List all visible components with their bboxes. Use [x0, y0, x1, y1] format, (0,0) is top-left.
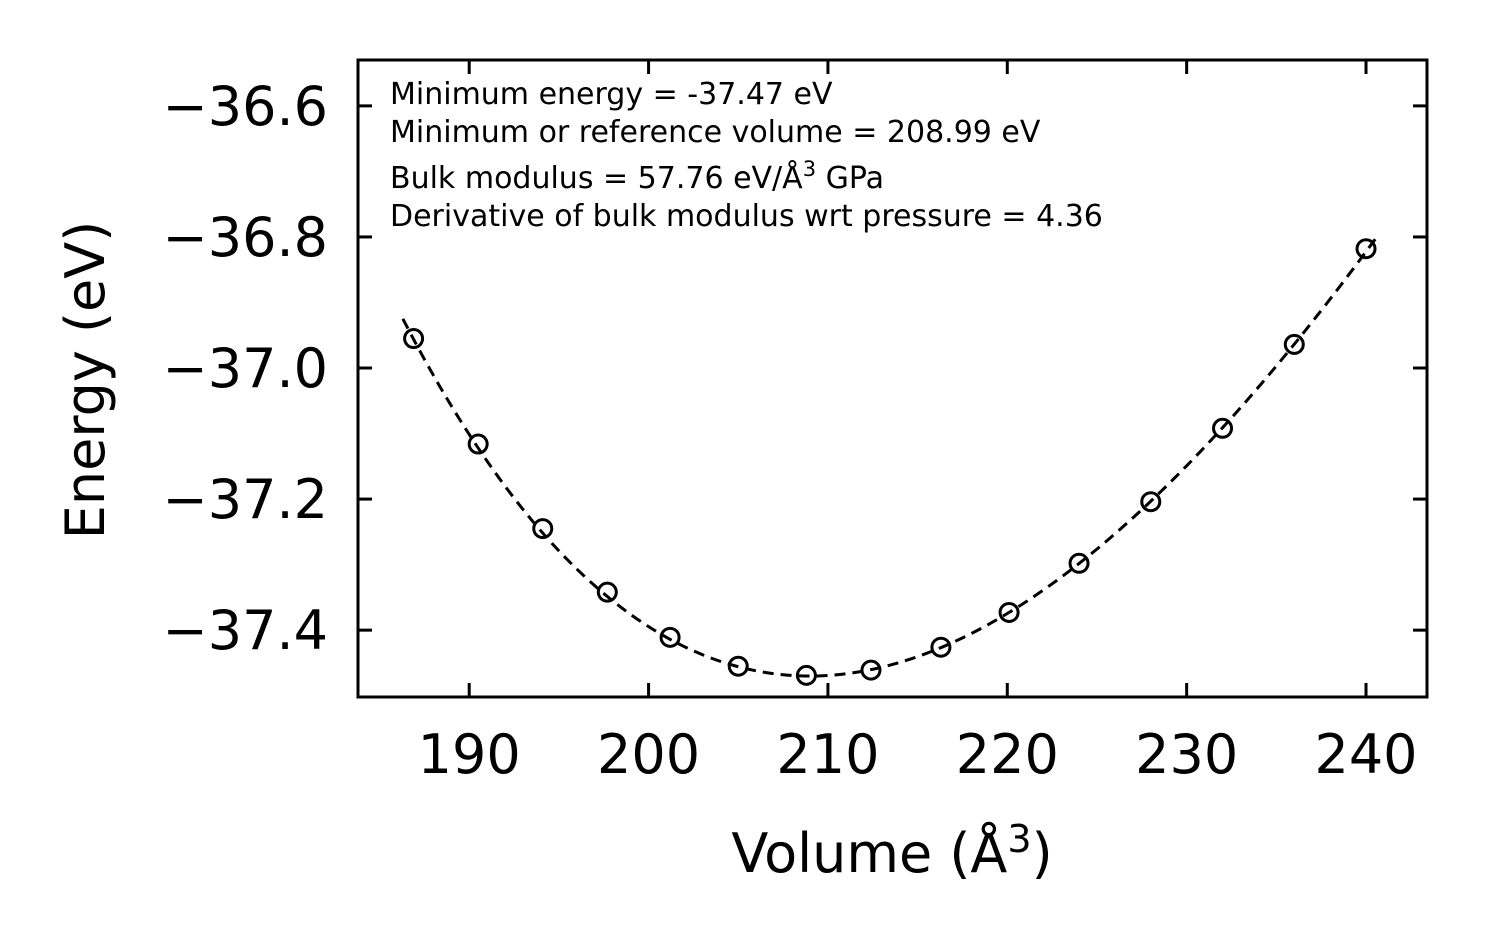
- x-axis-label: Volume (Å3): [731, 817, 1052, 885]
- eos-fit-curve: [401, 236, 1378, 678]
- plot-area-frame: [356, 58, 1429, 699]
- x-tick-label: 230: [1135, 723, 1238, 786]
- x-axis-label-superscript: 3: [1007, 817, 1031, 861]
- annotation-min-energy: Minimum energy = -37.47 eV: [390, 77, 833, 112]
- bulk-modulus-text: Bulk modulus = 57.76 eV/Å: [390, 160, 803, 196]
- annotation-min-volume: Minimum or reference volume = 208.99 eV: [390, 115, 1041, 150]
- x-tick-label: 210: [776, 723, 879, 786]
- y-tick-label: −37.4: [163, 599, 328, 662]
- data-point: [532, 518, 554, 540]
- data-point: [596, 581, 618, 603]
- y-tick-label: −37.0: [163, 337, 328, 400]
- data-point: [1140, 491, 1162, 513]
- data-point: [403, 328, 425, 350]
- x-axis-label-text: Volume (Å: [731, 821, 1007, 885]
- x-tick-label: 200: [597, 723, 700, 786]
- x-axis-label-close: ): [1032, 822, 1053, 885]
- y-axis-label: Energy (eV): [54, 221, 117, 540]
- y-tick-labels: −36.6 −36.8 −37.0 −37.2 −37.4: [163, 75, 328, 662]
- data-point: [930, 636, 952, 658]
- x-tick-label: 190: [418, 723, 521, 786]
- x-tick-labels: 190 200 210 220 230 240: [418, 723, 1418, 786]
- data-point: [860, 659, 882, 681]
- axis-ticks: [358, 60, 1427, 697]
- data-point: [998, 601, 1020, 623]
- data-point: [659, 626, 681, 648]
- y-tick-label: −36.8: [163, 206, 328, 269]
- annotation-bulk-modulus: Bulk modulus = 57.76 eV/Å3 GPa: [390, 157, 884, 196]
- y-tick-label: −37.2: [163, 468, 328, 531]
- bulk-modulus-superscript: 3: [803, 157, 816, 181]
- y-tick-label: −36.6: [163, 75, 328, 138]
- bulk-modulus-unit: GPa: [816, 161, 884, 196]
- x-tick-label: 220: [956, 723, 1059, 786]
- x-tick-label: 240: [1314, 723, 1417, 786]
- data-point: [727, 655, 749, 677]
- data-point: [1068, 552, 1090, 574]
- data-point: [795, 664, 817, 686]
- annotation-bulk-modulus-derivative: Derivative of bulk modulus wrt pressure …: [390, 199, 1103, 234]
- data-point: [1283, 333, 1305, 355]
- data-point: [1212, 417, 1234, 439]
- data-point: [1355, 238, 1377, 260]
- data-point: [467, 433, 489, 455]
- data-points: [403, 238, 1377, 686]
